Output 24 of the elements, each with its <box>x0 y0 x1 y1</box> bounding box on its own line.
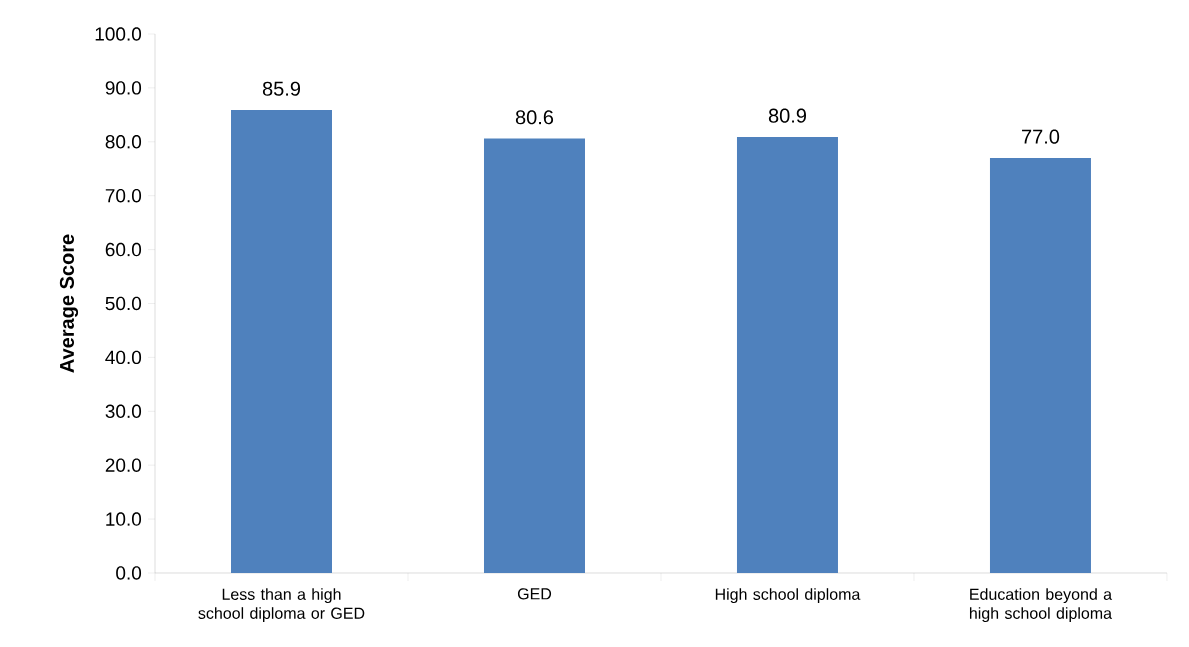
bar <box>483 138 585 573</box>
data-label: 80.9 <box>768 108 806 123</box>
y-tick-label: 70.0 <box>105 188 142 203</box>
y-tick-label: 100.0 <box>95 27 142 41</box>
data-label: 80.6 <box>515 110 554 125</box>
y-tick-label: 20.0 <box>105 458 142 472</box>
bar <box>989 157 1091 573</box>
y-tick-label: 0.0 <box>116 566 142 580</box>
y-axis-title: Average Score <box>59 234 79 373</box>
x-tick-label: GED <box>517 588 552 600</box>
y-tick-label: 10.0 <box>106 512 142 526</box>
data-label: 85.9 <box>262 81 301 96</box>
x-tick-label: Less than a high school diploma or GED <box>198 588 365 623</box>
y-tick-label: 60.0 <box>105 242 142 257</box>
bar <box>736 136 838 573</box>
x-tick-label: Education beyond a high school diploma <box>969 588 1113 623</box>
bar <box>231 109 332 573</box>
y-tick-label: 30.0 <box>105 404 142 419</box>
x-tick-label: High school diploma <box>715 588 861 604</box>
data-label: 77.0 <box>1022 129 1060 144</box>
y-tick-label: 90.0 <box>105 81 142 95</box>
y-tick-label: 50.0 <box>105 296 142 311</box>
y-tick-label: 40.0 <box>105 350 142 365</box>
y-tick-label: 80.0 <box>105 135 142 149</box>
